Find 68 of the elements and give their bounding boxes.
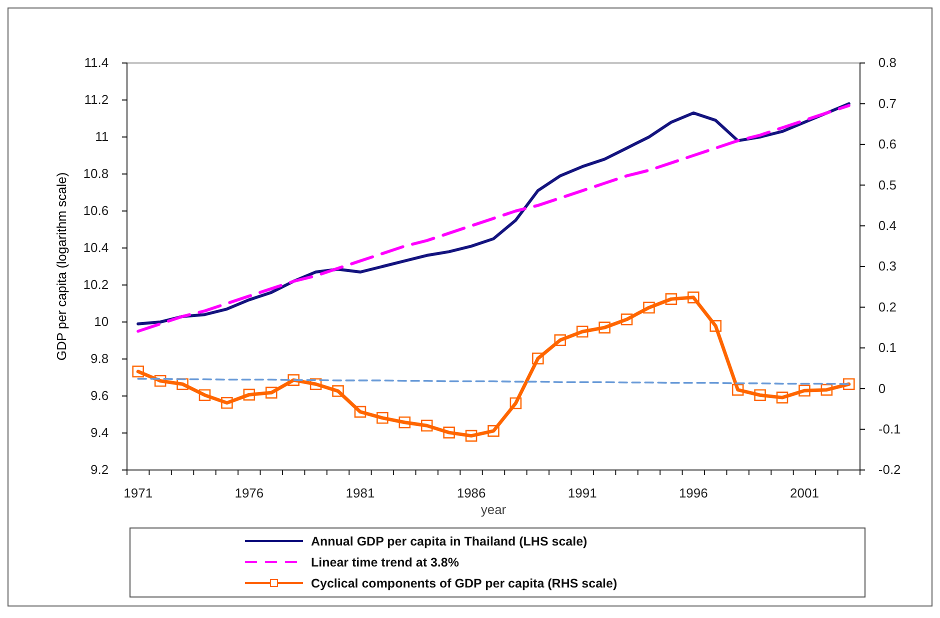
y2-tick-label: -0.1	[878, 421, 901, 436]
point	[732, 384, 744, 396]
point	[288, 374, 300, 386]
point	[132, 366, 144, 378]
point	[154, 374, 166, 387]
point	[843, 378, 855, 390]
point	[576, 326, 588, 338]
point	[488, 425, 500, 437]
y-tick-label: 9.2	[90, 462, 109, 478]
point	[665, 293, 678, 305]
y2-tick-label: 0.5	[878, 177, 896, 192]
y2-tick-label: 0.2	[878, 299, 896, 314]
y2-tick-label: 0	[878, 380, 886, 396]
point	[554, 334, 566, 346]
point	[243, 388, 256, 401]
y-tick-label: 10.6	[83, 203, 109, 218]
x-axis-title: year	[480, 502, 507, 517]
y2-tick-label: 0.6	[878, 136, 896, 152]
point	[176, 378, 188, 390]
y2-tick-label: 0.1	[878, 340, 896, 356]
point	[398, 416, 411, 428]
x-tick-label: 1986	[456, 486, 486, 501]
point	[643, 302, 655, 314]
x-tick-label: 1976	[234, 486, 264, 501]
point	[354, 406, 366, 418]
point	[798, 384, 810, 397]
point	[820, 384, 833, 396]
point	[265, 386, 278, 399]
point	[688, 292, 700, 304]
point	[332, 385, 344, 397]
point	[376, 412, 388, 424]
y-axis-title: GDP per capita (logarithm scale)	[54, 172, 69, 361]
x-tick-label: 2001	[790, 486, 819, 501]
x-tick-label: 1981	[346, 486, 375, 501]
y-tick-label: 9.6	[90, 388, 109, 404]
legend-label: Linear time trend at 3.8%	[311, 556, 459, 570]
y-tick-label: 11.2	[84, 92, 109, 108]
y-tick-label: 9.8	[90, 351, 109, 366]
y2-tick-label: -0.2	[878, 462, 901, 478]
point	[198, 389, 211, 402]
y-tick-label: 9.4	[90, 425, 109, 440]
legend-label: Cyclical components of GDP per capita (RHS scale)	[311, 576, 618, 590]
point	[465, 430, 478, 442]
point	[532, 352, 544, 364]
point	[620, 314, 633, 326]
point	[221, 396, 233, 409]
point	[310, 378, 322, 390]
y2-tick-label: 0.8	[878, 55, 896, 70]
x-tick-label: 1991	[568, 486, 597, 501]
point	[776, 392, 788, 404]
point	[420, 420, 433, 432]
x-tick-label: 1996	[678, 486, 708, 501]
y-tick-label: 10.8	[83, 166, 109, 182]
point	[598, 322, 610, 334]
legend-label: Annual GDP per capita in Thailand (LHS scale)	[311, 534, 588, 548]
y2-tick-label: 0.7	[878, 96, 896, 111]
y-tick-label: 11	[95, 129, 109, 144]
y-tick-label: 10.4	[83, 240, 109, 256]
y2-tick-label: 0.3	[878, 258, 896, 274]
point	[443, 426, 455, 438]
y-tick-label: 10	[94, 314, 109, 330]
point	[710, 320, 722, 332]
point	[510, 397, 522, 410]
x-tick-label: 1971	[124, 486, 153, 501]
point	[754, 389, 766, 402]
y-tick-label: 10.2	[83, 277, 109, 292]
y2-tick-label: 0.4	[878, 218, 896, 233]
y-tick-label: 11.4	[84, 55, 109, 70]
